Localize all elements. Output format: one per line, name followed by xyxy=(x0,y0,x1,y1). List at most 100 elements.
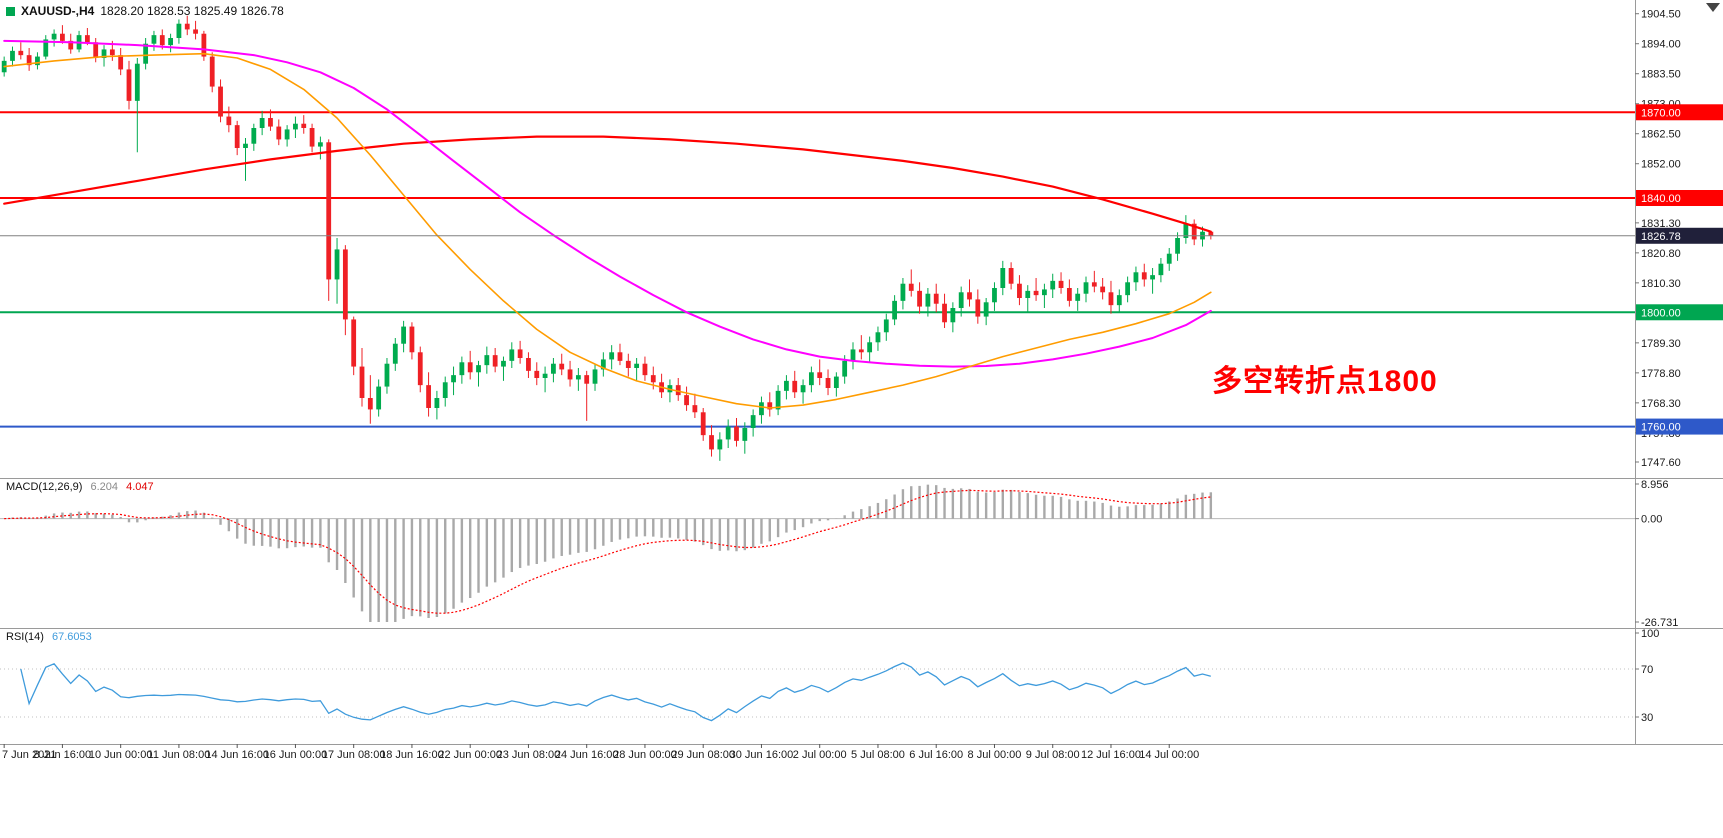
candle-body xyxy=(1125,282,1131,296)
candle-body xyxy=(35,56,40,66)
candle-body xyxy=(734,426,739,441)
price-tick-label: 1883.50 xyxy=(1641,69,1681,81)
candle-body xyxy=(709,435,714,450)
candle-body xyxy=(384,363,390,387)
candle-body xyxy=(1158,263,1164,276)
price-tick-label: 1904.50 xyxy=(1641,9,1681,21)
candle-body xyxy=(209,56,215,87)
macd-signal-line xyxy=(4,489,1211,614)
candle-body xyxy=(426,385,431,408)
candle-body xyxy=(168,38,173,46)
candle-body xyxy=(534,370,540,378)
candle-body xyxy=(434,398,440,408)
time-label: 6 Jul 16:00 xyxy=(909,749,963,761)
candle-body xyxy=(717,439,723,450)
candle-body xyxy=(1058,280,1064,288)
time-label: 9 Jul 08:00 xyxy=(1026,749,1080,761)
time-label: 14 Jun 16:00 xyxy=(205,749,269,761)
candle-body xyxy=(1042,289,1047,296)
time-label: 16 Jun 00:00 xyxy=(264,749,328,761)
current-price-badge xyxy=(1636,227,1723,244)
candle-body xyxy=(584,375,590,384)
candle-body xyxy=(251,128,257,144)
candle-body xyxy=(1050,280,1056,290)
time-label: 7 Jun 2021 xyxy=(2,749,56,761)
price-level-badge xyxy=(1636,104,1723,121)
candle-body xyxy=(159,35,165,46)
time-label: 2 Jul 00:00 xyxy=(793,749,847,761)
candle-body xyxy=(958,292,964,308)
candle-body xyxy=(234,125,240,148)
candle-body xyxy=(484,355,490,366)
price-level-badge xyxy=(1636,304,1723,321)
symbol-icon xyxy=(6,6,15,16)
candle-body xyxy=(942,303,947,323)
candle-body xyxy=(567,369,573,380)
candle-body xyxy=(833,376,839,388)
candle-body xyxy=(642,363,648,376)
candle-body xyxy=(376,386,382,410)
candle-body xyxy=(109,49,115,56)
candle-body xyxy=(975,299,981,317)
candle-body xyxy=(692,405,698,413)
candle-body xyxy=(933,293,939,304)
time-label: 22 Jun 00:00 xyxy=(438,749,502,761)
candle-body xyxy=(1025,290,1031,298)
candle-body xyxy=(1141,272,1147,280)
candle-body xyxy=(309,128,315,147)
candle-body xyxy=(268,118,273,127)
candle-body xyxy=(542,373,548,378)
candle-body xyxy=(317,142,323,147)
candle-body xyxy=(675,385,681,396)
candle-body xyxy=(409,326,415,353)
candle-body xyxy=(983,302,989,317)
time-label: 8 Jun 16:00 xyxy=(34,749,92,761)
candle-body xyxy=(301,123,307,128)
candle-body xyxy=(900,283,906,301)
time-label: 24 Jun 16:00 xyxy=(555,749,619,761)
candle-body xyxy=(442,382,448,398)
candle-body xyxy=(784,380,789,391)
candle-body xyxy=(925,293,931,307)
candle-body xyxy=(243,143,248,148)
candle-body xyxy=(151,35,157,44)
macd-histogram xyxy=(11,484,1213,622)
candle-body xyxy=(1100,286,1106,293)
candle-body xyxy=(792,380,798,393)
candle-body xyxy=(858,349,864,353)
candle-body xyxy=(742,428,748,441)
candle-body xyxy=(143,43,149,64)
time-label: 10 Jun 00:00 xyxy=(89,749,153,761)
candle-body xyxy=(176,23,182,38)
candle-body xyxy=(725,426,731,440)
symbol-timeframe: XAUUSD-,H4 xyxy=(21,4,95,18)
candle-body xyxy=(1008,268,1014,284)
candle-body xyxy=(1208,231,1214,236)
scale-marker-icon[interactable] xyxy=(1706,3,1720,12)
macd-axis-label: 0.00 xyxy=(1641,514,1662,526)
time-label: 28 Jun 00:00 xyxy=(613,749,677,761)
candle-body xyxy=(908,283,914,291)
macd-axis-label: 8.956 xyxy=(1641,479,1669,491)
price-tick-label: 1768.30 xyxy=(1641,398,1681,410)
chart-title: XAUUSD-,H4 1828.20 1828.53 1825.49 1826.… xyxy=(6,4,284,18)
ohlc-readout: 1828.20 1828.53 1825.49 1826.78 xyxy=(100,4,284,18)
candle-body xyxy=(551,363,556,374)
candle-body xyxy=(700,412,706,436)
candle-body xyxy=(950,308,956,323)
candle-body xyxy=(1000,268,1006,288)
chart-annotation-text[interactable]: 多空转折点1800 xyxy=(1212,365,1438,398)
price-tick-label: 1894.00 xyxy=(1641,39,1681,51)
candle-body xyxy=(842,360,848,377)
price-level-badge xyxy=(1636,190,1723,206)
candle-body xyxy=(808,372,814,386)
time-label: 8 Jul 00:00 xyxy=(968,749,1022,761)
candle-body xyxy=(259,118,265,128)
macd-axis-label: -26.731 xyxy=(1641,617,1678,629)
candle-body xyxy=(501,360,506,367)
candle-body xyxy=(559,363,565,370)
candle-body xyxy=(1150,275,1155,280)
candle-body xyxy=(118,55,124,70)
